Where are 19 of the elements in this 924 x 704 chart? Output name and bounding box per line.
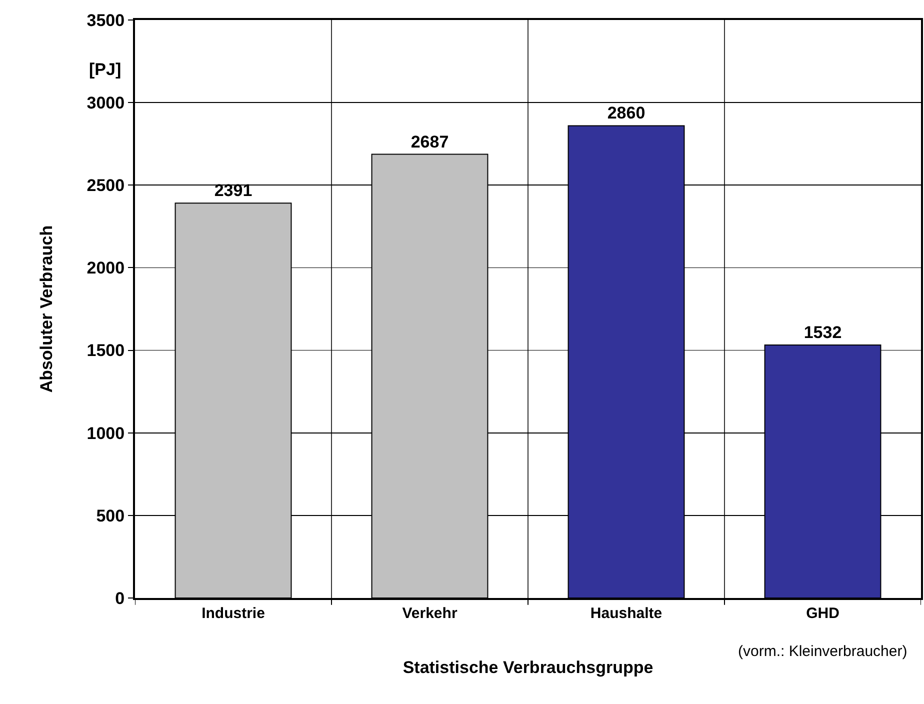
y-tick-label: 0 — [115, 588, 125, 608]
y-tick-label: 1000 — [86, 424, 125, 443]
x-tick-label: Haushalte — [590, 605, 662, 622]
y-tick-label: 2000 — [86, 258, 125, 278]
text: (vorm.: Kleinverbraucher) — [738, 643, 908, 660]
text: [PJ] — [89, 60, 122, 79]
y-tick-label: 2500 — [86, 176, 125, 196]
x-tick-label: GHD — [806, 605, 840, 622]
y-tick-label: 3000 — [86, 94, 125, 113]
data-label: 2860 — [607, 104, 646, 123]
data-label: 1532 — [804, 323, 842, 342]
y-tick-label: 1500 — [86, 341, 125, 360]
x-axis-title: Statistische Verbrauchsgruppe — [402, 658, 654, 677]
y-axis-title: Absoluter Verbrauch — [36, 225, 56, 393]
x-tick-label: Industrie — [202, 605, 265, 622]
data-label: 2687 — [410, 132, 449, 152]
x-tick-label: Verkehr — [402, 605, 458, 622]
y-tick-label: 3500 — [86, 10, 125, 30]
y-tick-label: 500 — [96, 506, 125, 526]
